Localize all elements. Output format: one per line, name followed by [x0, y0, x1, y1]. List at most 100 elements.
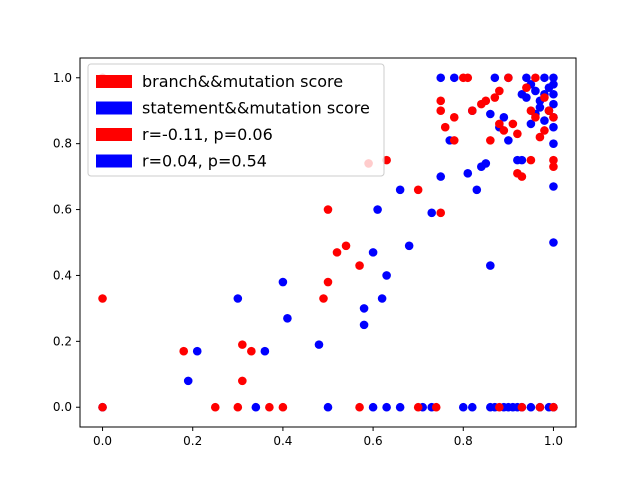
- statement-point: [278, 277, 288, 287]
- statement-point: [260, 346, 270, 356]
- branch-point: [549, 155, 558, 165]
- branch-point: [549, 113, 558, 122]
- branch-point: [449, 113, 459, 122]
- statement-point: [504, 136, 513, 145]
- branch-point: [544, 106, 554, 116]
- branch-point: [323, 205, 333, 214]
- statement-point: [382, 271, 391, 280]
- legend-swatch: [96, 101, 132, 115]
- statement-point: [382, 402, 391, 412]
- branch-point: [495, 402, 504, 412]
- statement-point: [183, 376, 193, 386]
- branch-point: [413, 185, 423, 195]
- statement-point: [251, 402, 261, 412]
- statement-point: [395, 185, 405, 195]
- y-tick-label: 0.8: [53, 137, 72, 151]
- branch-point: [341, 241, 351, 251]
- branch-point: [535, 132, 545, 142]
- branch-point: [323, 277, 333, 287]
- branch-point: [526, 106, 536, 116]
- branch-point: [517, 402, 527, 412]
- statement-point: [323, 402, 333, 412]
- branch-point: [481, 96, 491, 106]
- statement-point: [486, 109, 495, 119]
- x-tick-label: 0.8: [454, 434, 473, 448]
- statement-point: [481, 159, 491, 168]
- statement-point: [549, 73, 558, 83]
- branch-point: [238, 340, 247, 349]
- x-tick-label: 0.2: [183, 434, 202, 448]
- statement-point: [522, 73, 531, 83]
- branch-point: [436, 96, 446, 106]
- branch-point: [355, 261, 364, 270]
- statement-point: [283, 313, 292, 323]
- branch-point: [540, 93, 549, 102]
- axes-frame: [79, 57, 577, 428]
- statement-point: [449, 73, 459, 83]
- branch-point: [504, 73, 513, 83]
- branch-point: [517, 172, 527, 181]
- statement-point: [395, 402, 405, 412]
- x-tick-label: 0.4: [273, 434, 292, 448]
- branch-point: [513, 129, 522, 139]
- branch-point: [549, 162, 558, 172]
- branch-point: [486, 136, 495, 145]
- axes: 0.0 0.2 0.4 0.6 0.8 1.0 0.0 0.2 0.4 0.6 0.8 1.0: [53, 57, 577, 448]
- statement-point: [486, 261, 495, 270]
- statement-point: [499, 113, 509, 122]
- statement-point: [359, 320, 369, 330]
- statement-point: [549, 238, 558, 247]
- statement-point: [472, 185, 482, 195]
- branch-point: [499, 126, 509, 135]
- branch-point: [540, 126, 549, 135]
- branch-point: [495, 86, 504, 96]
- branch-point: [440, 122, 450, 132]
- statement-point: [368, 402, 378, 412]
- statement-point: [436, 172, 446, 181]
- branch-point: [526, 155, 536, 165]
- statement-point: [436, 73, 446, 83]
- y-tick-label: 0.4: [53, 268, 72, 282]
- statement-point: [540, 73, 549, 83]
- branch-point: [355, 402, 364, 412]
- statement-point: [458, 402, 468, 412]
- statement-point: [233, 294, 243, 303]
- legend-swatch: [96, 154, 132, 168]
- branch-point: [463, 73, 473, 83]
- branch-point: [319, 294, 328, 303]
- statement-point: [549, 80, 558, 89]
- legend: branch&&mutation score statement&&mutatio…: [87, 63, 385, 177]
- branch-point: [98, 294, 107, 303]
- legend-swatch: [96, 75, 132, 88]
- statement-point: [517, 155, 527, 165]
- statement-point: [314, 340, 324, 349]
- statement-point: [549, 182, 558, 191]
- y-tick-label: 1.0: [53, 71, 72, 85]
- statement-point: [549, 122, 558, 132]
- branch-point: [210, 402, 220, 412]
- branch-point: [531, 113, 540, 122]
- branch-point: [449, 136, 459, 145]
- branch-point: [413, 402, 423, 412]
- branch-point: [179, 346, 189, 356]
- branch-point: [436, 208, 446, 218]
- branch-point: [98, 402, 107, 412]
- statement-point: [535, 103, 545, 112]
- statement-point: [526, 119, 536, 129]
- y-tick-label: 0.2: [53, 334, 72, 348]
- statement-point: [359, 304, 369, 313]
- statement-point: [368, 248, 378, 257]
- branch-point: [522, 83, 531, 92]
- branch-point: [233, 402, 243, 412]
- branch-point: [495, 119, 504, 129]
- legend-swatch: [96, 128, 132, 141]
- statement-point: [404, 241, 414, 251]
- legend-label: statement&&mutation score: [142, 99, 370, 118]
- statement-point: [490, 73, 500, 83]
- statement-point: [192, 346, 202, 356]
- branch-point: [531, 73, 540, 83]
- statement-point: [549, 89, 558, 99]
- statement-point: [526, 402, 536, 412]
- statement-point: [549, 99, 558, 109]
- branch-point: [238, 376, 247, 386]
